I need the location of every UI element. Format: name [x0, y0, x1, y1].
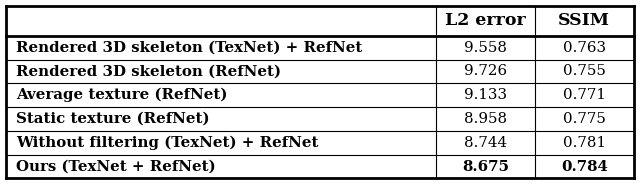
Text: Rendered 3D skeleton (RefNet): Rendered 3D skeleton (RefNet)	[16, 64, 281, 78]
Text: 0.755: 0.755	[563, 64, 605, 78]
Text: 8.744: 8.744	[464, 136, 507, 150]
Text: Without filtering (TexNet) + RefNet: Without filtering (TexNet) + RefNet	[16, 136, 318, 150]
Text: Static texture (RefNet): Static texture (RefNet)	[16, 112, 209, 126]
Text: 9.133: 9.133	[464, 88, 507, 102]
Bar	[436, 36, 535, 60]
Bar	[6, 36, 436, 60]
Text: 8.675: 8.675	[462, 160, 509, 174]
Bar	[436, 131, 535, 155]
Bar	[6, 83, 436, 107]
Bar	[436, 60, 535, 83]
Bar	[535, 107, 634, 131]
Text: 0.775: 0.775	[563, 112, 605, 126]
Bar	[535, 60, 634, 83]
Bar	[535, 6, 634, 36]
Text: SSIM: SSIM	[558, 12, 610, 29]
Bar	[436, 83, 535, 107]
Text: 9.726: 9.726	[464, 64, 507, 78]
Bar	[6, 131, 436, 155]
Bar	[535, 83, 634, 107]
Text: Average texture (RefNet): Average texture (RefNet)	[16, 88, 227, 102]
Text: 0.784: 0.784	[561, 160, 607, 174]
Text: L2 error: L2 error	[445, 12, 526, 29]
Text: 9.558: 9.558	[464, 41, 507, 55]
Text: Rendered 3D skeleton (TexNet) + RefNet: Rendered 3D skeleton (TexNet) + RefNet	[16, 41, 362, 55]
Bar	[6, 6, 436, 36]
Text: 0.763: 0.763	[563, 41, 606, 55]
Bar	[6, 107, 436, 131]
Bar	[535, 155, 634, 178]
Bar	[6, 60, 436, 83]
Bar	[436, 155, 535, 178]
Bar	[535, 131, 634, 155]
Text: 0.771: 0.771	[563, 88, 605, 102]
Bar	[535, 36, 634, 60]
Bar	[6, 155, 436, 178]
Bar	[436, 6, 535, 36]
Bar	[436, 107, 535, 131]
Text: 0.781: 0.781	[563, 136, 605, 150]
Text: 8.958: 8.958	[464, 112, 507, 126]
Text: Ours (TexNet + RefNet): Ours (TexNet + RefNet)	[16, 160, 216, 174]
